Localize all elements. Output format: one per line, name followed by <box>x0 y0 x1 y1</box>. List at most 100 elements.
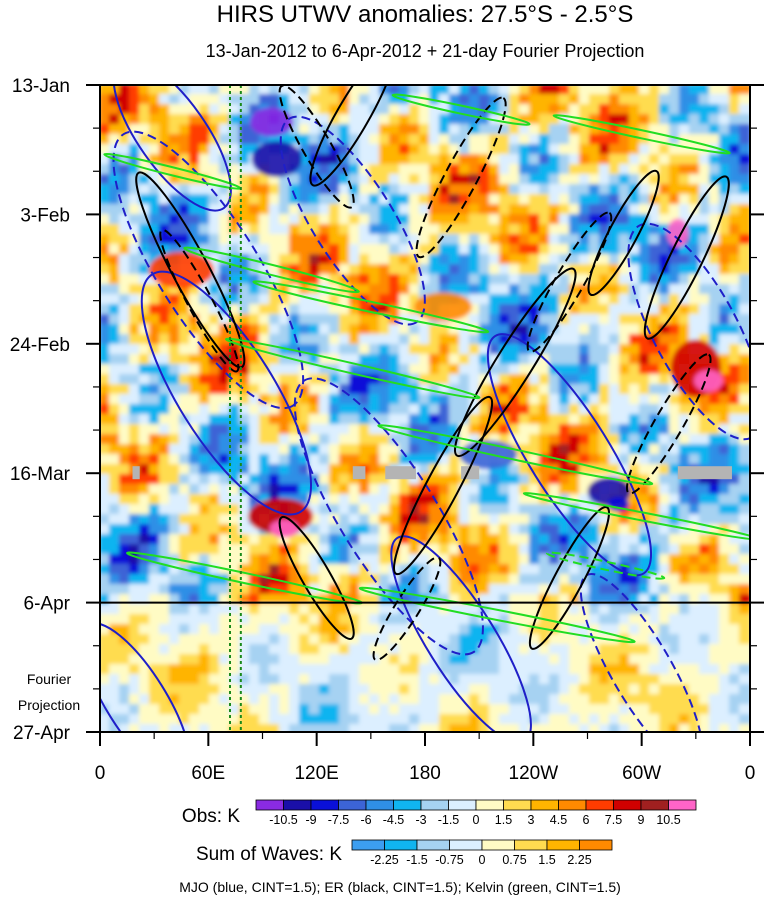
heat-cell <box>100 324 111 336</box>
heat-cell <box>629 434 641 446</box>
heat-cell <box>219 524 231 536</box>
heat-cell <box>589 294 601 306</box>
heat-cell <box>429 344 441 356</box>
heat-cell <box>509 554 521 566</box>
heat-cell <box>519 294 531 306</box>
heat-cell <box>439 404 451 416</box>
heat-cell <box>299 154 311 166</box>
heat-cell <box>139 134 151 146</box>
heat-cell <box>100 124 111 136</box>
heat-cell <box>100 544 111 556</box>
heat-cell <box>129 494 141 506</box>
heat-cell <box>119 344 131 356</box>
heat-cell <box>269 324 281 336</box>
heat-cell <box>599 604 611 616</box>
heat-cell <box>739 524 750 536</box>
heat-cell <box>339 474 351 486</box>
heat-cell <box>729 514 741 526</box>
heat-cell <box>319 164 331 176</box>
heat-cell <box>289 334 301 346</box>
heat-cell <box>239 214 251 226</box>
heat-cell <box>499 574 511 586</box>
heat-cell <box>319 524 331 536</box>
heat-cell <box>189 484 201 496</box>
heat-cell <box>409 324 421 336</box>
heat-cell <box>369 384 381 396</box>
heat-cell <box>299 624 311 636</box>
heat-cell <box>149 544 161 556</box>
heat-cell <box>739 464 750 476</box>
heat-cell <box>369 514 381 526</box>
heat-cell <box>669 404 681 416</box>
heat-cell <box>539 194 551 206</box>
heat-cell <box>329 434 341 446</box>
heat-cell <box>419 114 431 126</box>
heat-cell <box>389 614 401 626</box>
heat-cell <box>109 614 121 626</box>
heat-cell <box>119 174 131 186</box>
heat-cell <box>239 414 251 426</box>
heat-cell <box>609 254 621 266</box>
heat-cell <box>659 464 671 476</box>
heat-cell <box>289 314 301 326</box>
heat-cell <box>439 134 451 146</box>
heat-cell <box>589 354 601 366</box>
heat-cell <box>109 534 121 546</box>
heat-cell <box>679 304 691 316</box>
heat-cell <box>529 184 541 196</box>
heat-cell <box>659 564 671 576</box>
heat-cell <box>509 304 521 316</box>
heat-cell <box>339 464 351 476</box>
heat-cell <box>559 474 571 486</box>
heat-cell <box>419 134 431 146</box>
heat-cell <box>739 124 750 136</box>
heat-cell <box>609 194 621 206</box>
heat-cell <box>109 544 121 556</box>
heat-cell <box>189 294 201 306</box>
heat-cell <box>509 564 521 576</box>
heat-cell <box>509 514 521 526</box>
heat-cell <box>139 234 151 246</box>
heat-cell <box>579 584 591 596</box>
heat-cell <box>339 194 351 206</box>
heat-cell <box>499 514 511 526</box>
heat-cell <box>100 164 111 176</box>
obs-colorbar-tick-label: 7.5 <box>605 813 622 827</box>
heat-cell <box>209 324 221 336</box>
heat-cell <box>219 114 231 126</box>
heat-cell <box>329 264 341 276</box>
heat-cell <box>679 424 691 436</box>
heat-cell <box>379 94 391 106</box>
heat-cell <box>459 504 471 516</box>
heat-cell <box>169 344 181 356</box>
heat-cell <box>469 564 481 576</box>
heat-cell <box>429 384 441 396</box>
heat-cell <box>159 194 171 206</box>
heat-cell <box>399 444 411 456</box>
heat-cell <box>439 494 451 506</box>
heat-cell <box>649 314 661 326</box>
heat-cell <box>639 354 651 366</box>
heat-cell <box>569 104 581 116</box>
heat-cell <box>329 444 341 456</box>
heat-cell <box>499 524 511 536</box>
heat-cell <box>379 274 391 286</box>
heat-cell <box>129 114 141 126</box>
heat-cell <box>339 554 351 566</box>
heat-cell <box>629 344 641 356</box>
heat-cell <box>349 604 361 616</box>
heat-cell <box>659 214 671 226</box>
heat-cell <box>309 244 321 256</box>
heat-cell <box>589 274 601 286</box>
y-tick-label: 27-Apr <box>13 723 71 744</box>
heat-cell <box>659 494 671 506</box>
heat-cell <box>359 514 371 526</box>
heat-cell <box>649 444 661 456</box>
heat-cell <box>489 514 501 526</box>
heat-cell <box>269 454 281 466</box>
heat-cell <box>159 214 171 226</box>
heat-cell <box>519 214 531 226</box>
heat-cell <box>179 134 191 146</box>
heat-cell <box>379 164 391 176</box>
heat-cell <box>599 214 611 226</box>
